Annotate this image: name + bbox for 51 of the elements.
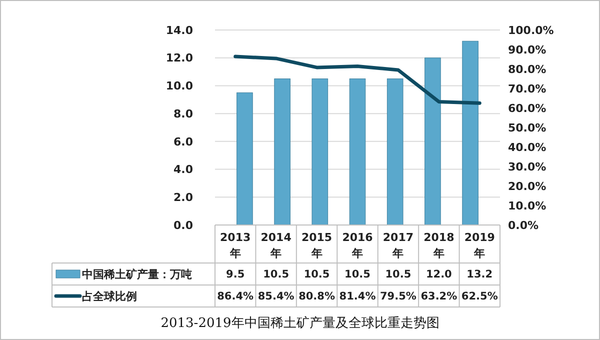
y2-tick-label: 0.0% [508,218,539,232]
x-tick-label: 2015年 [301,231,332,260]
x-tick-label: 2013年 [220,231,251,260]
y-tick-label: 2.0 [174,190,194,204]
data-label: 9.5 [226,268,245,281]
y-tick-label: 4.0 [174,163,194,176]
y2-tick-label: 30.0% [508,160,546,174]
y2-tick-label: 70.0% [508,82,546,96]
y2-tick-label: 40.0% [508,140,546,154]
legend-label: 中国稀土矿产量：万吨 [82,268,192,281]
text: 2013-2019年中国稀土矿产量及全球比重走势图 [160,316,440,331]
y-tick-label: 6.0 [174,135,194,148]
y2-tick-label: 80.0% [508,62,546,76]
y2-tick-label: 60.0% [508,102,546,115]
data-label: 13.2 [466,268,493,281]
data-label: 81.4% [339,290,376,303]
bar [274,78,290,226]
y-tick-label: 8.0 [174,107,194,120]
y-tick-label: 14.0 [166,24,194,37]
data-label: 10.5 [304,268,330,281]
bar [424,58,441,226]
legend-label: 占全球比例 [82,290,137,303]
x-tick-label: 2018年 [424,231,454,260]
bar [236,92,253,226]
data-label: 79.5% [380,290,417,303]
y2-tick-label: 100.0% [508,24,554,37]
data-label: 80.8% [298,290,336,303]
data-label: 86.4% [217,290,254,303]
x-tick-label: 2017年 [382,231,414,260]
data-label: 10.5 [344,268,370,281]
x-tick-label: 2014年 [260,231,292,260]
y-tick-label: 0.0 [174,218,194,232]
x-tick-label: 2016年 [342,231,374,260]
data-label: 10.5 [263,268,290,281]
y2-tick-label: 90.0% [508,43,546,56]
x-tick-label: 2019年 [464,231,495,260]
data-label: 63.2% [420,290,458,303]
data-label: 10.5 [385,268,412,281]
bar [462,40,478,226]
line-series [234,54,482,105]
y2-tick-label: 50.0% [508,121,546,134]
y2-tick-label: 10.0% [508,199,546,212]
bar [312,78,328,226]
y-tick-label: 10.0 [166,80,194,93]
data-label: 85.4% [258,290,295,303]
bar [349,78,366,226]
data-label: 12.0 [426,268,452,281]
data-label: 62.5% [461,290,498,303]
y-tick-label: 12.0 [166,52,194,65]
bar [386,78,404,226]
y2-tick-label: 20.0% [508,180,546,193]
